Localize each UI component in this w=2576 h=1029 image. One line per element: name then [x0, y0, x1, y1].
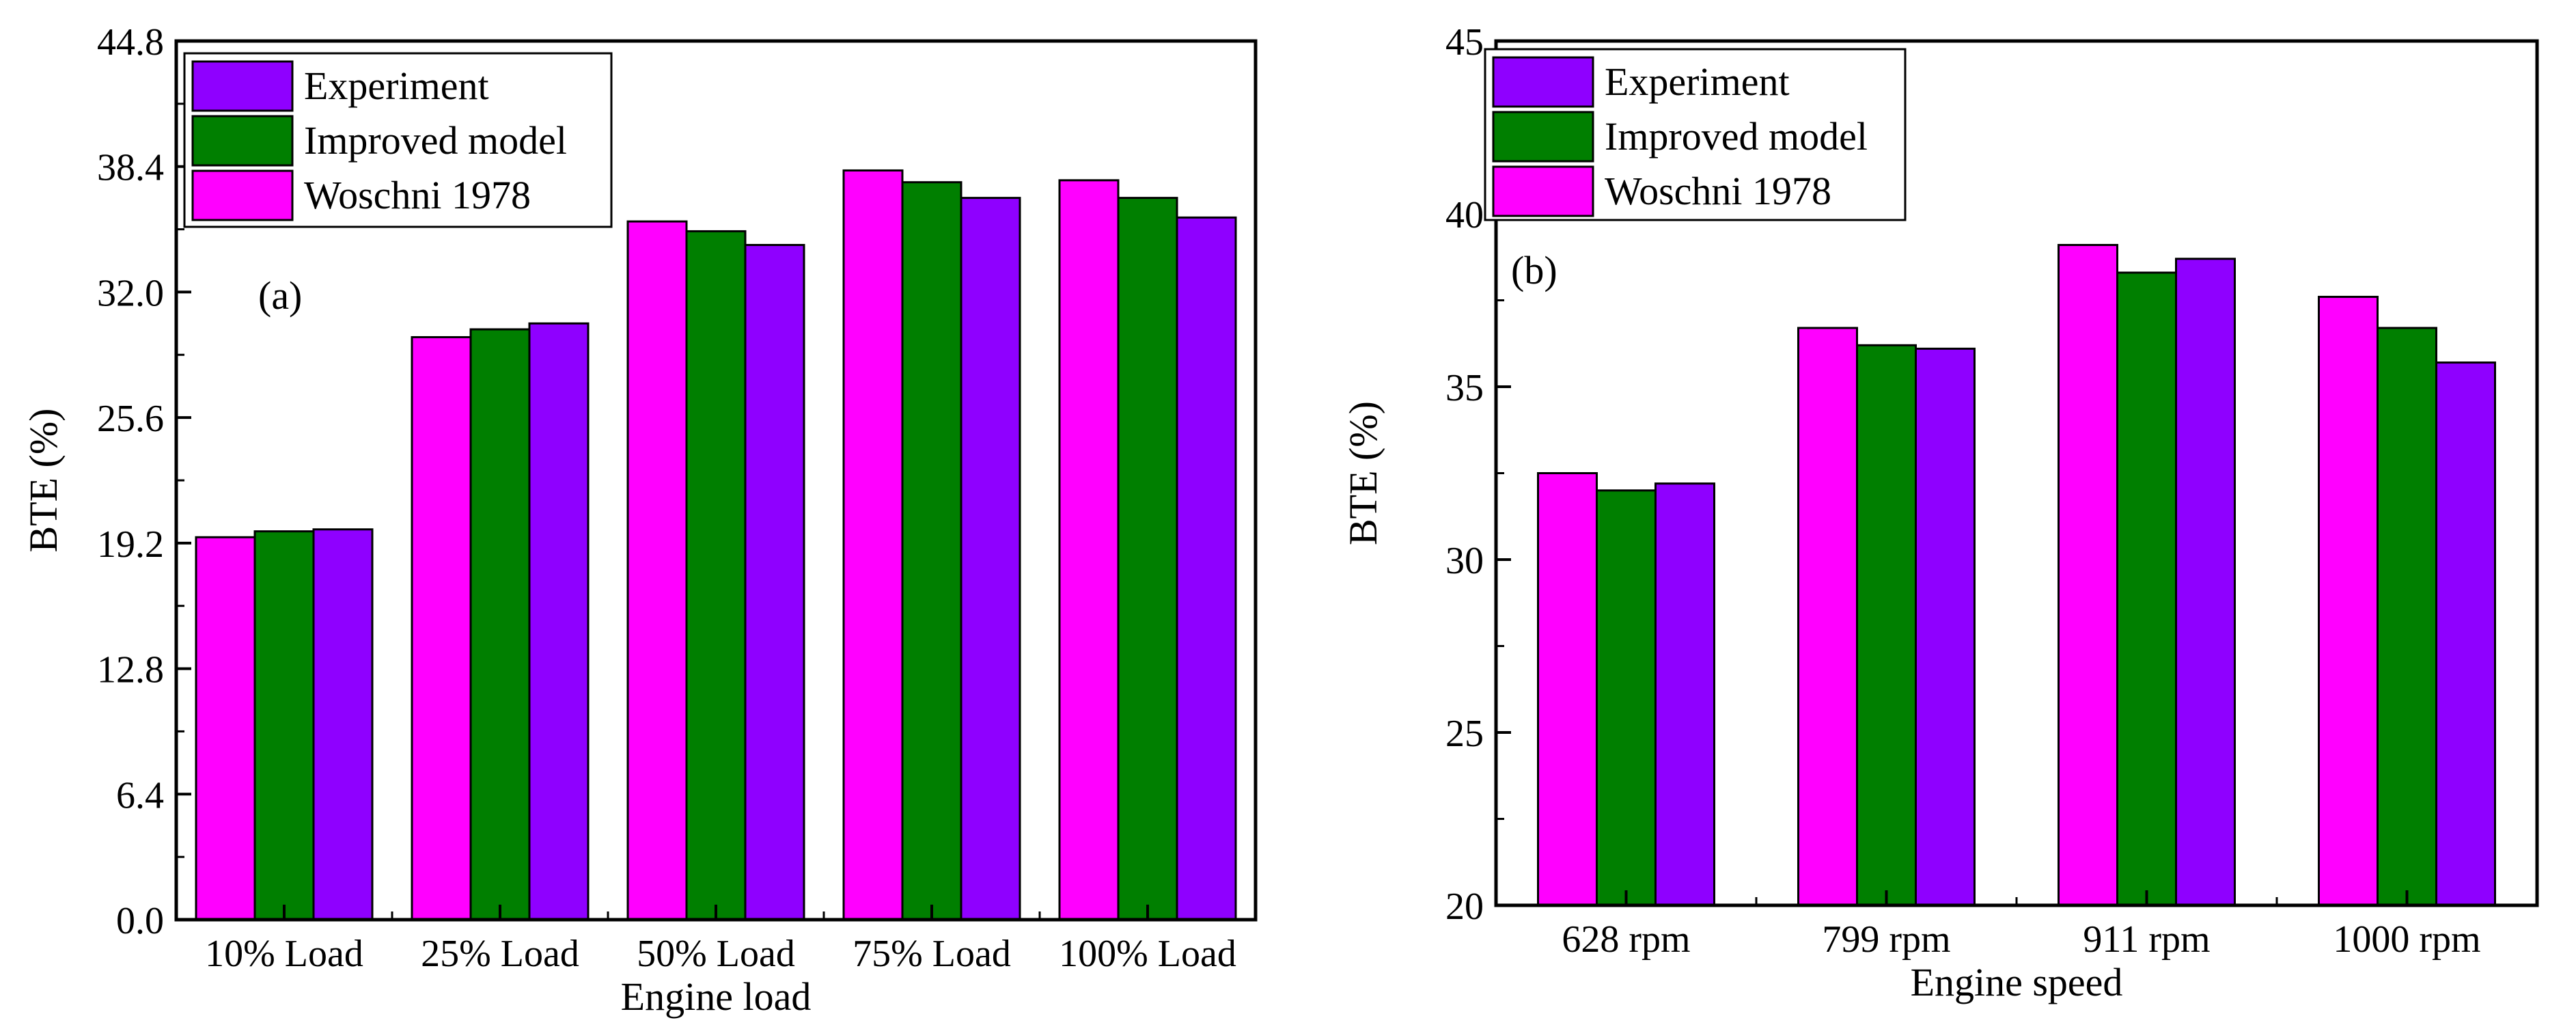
x-axis-title: Engine speed: [1911, 960, 2123, 1004]
legend-swatch: [1492, 56, 1594, 108]
y-tick-label: 12.8: [97, 649, 164, 691]
chart-panel-b: 20 25 30 35 40 45 628 rpm 799 rpm 911 rpm 1000 rp…: [1341, 21, 2539, 1004]
bar-experiment-0: [312, 528, 374, 921]
bar-experiment-0: [1654, 482, 1715, 907]
bar-improved-model-1: [1856, 344, 1917, 907]
bar-woschni-1978-0: [1537, 472, 1598, 907]
bar-improved-model-0: [1596, 489, 1657, 907]
y-tick-label: 20: [1445, 886, 1484, 928]
y-axis-title: BTE (%): [1341, 401, 1385, 545]
x-tick-label: 50% Load: [637, 933, 795, 975]
y-tick-label: 38.4: [97, 147, 164, 189]
y-tick-label: 25: [1445, 713, 1484, 755]
x-axis-title: Engine load: [621, 974, 812, 1019]
y-tick-label: 25.6: [97, 398, 164, 440]
x-tick-label: 25% Load: [421, 933, 579, 975]
bar-woschni-1978-3: [2318, 295, 2379, 907]
panel-label: (b): [1511, 248, 1557, 292]
legend-swatch: [1492, 165, 1594, 217]
bar-experiment-3: [960, 197, 1021, 921]
bar-improved-model-1: [469, 328, 531, 921]
bar-improved-model-0: [253, 530, 315, 921]
bar-improved-model-2: [685, 230, 747, 921]
panel-label: (a): [258, 273, 302, 318]
bar-woschni-1978-2: [626, 220, 688, 921]
legend-label: Experiment: [304, 64, 489, 108]
legend: Experiment Improved model Woschni 1978: [1484, 48, 1907, 221]
legend-label: Improved model: [1605, 114, 1868, 159]
y-tick-label: 19.2: [97, 523, 164, 566]
y-tick-label: 32.0: [97, 272, 164, 314]
bar-woschni-1978-1: [411, 335, 472, 921]
y-axis-title: BTE (%): [21, 409, 66, 553]
bar-improved-model-4: [1117, 197, 1178, 921]
bar-improved-model-3: [2377, 327, 2437, 907]
x-tick-label: 628 rpm: [1562, 918, 1690, 961]
bar-improved-model-2: [2116, 271, 2177, 907]
bar-woschni-1978-2: [2058, 244, 2118, 907]
legend-swatch: [191, 169, 294, 221]
bar-woschni-1978-3: [842, 169, 904, 921]
bar-improved-model-3: [901, 181, 962, 921]
bar-experiment-3: [2435, 361, 2496, 907]
legend-swatch: [1492, 111, 1594, 163]
x-tick-label: 75% Load: [853, 933, 1011, 975]
legend-label: Improved model: [304, 118, 567, 163]
bar-experiment-1: [528, 322, 590, 921]
y-tick-label: 30: [1445, 540, 1484, 582]
y-tick-label: 6.4: [116, 774, 164, 817]
legend-swatch: [191, 60, 294, 112]
y-tick-label: 44.8: [97, 21, 164, 64]
legend-label: Woschni 1978: [304, 173, 531, 217]
chart-panel-a: 0.0 6.4 12.8 19.2 25.6 32.0 38.4 44.8 10% Load 25…: [21, 21, 1258, 1019]
legend-swatch: [191, 115, 294, 167]
bar-woschni-1978-1: [1797, 327, 1858, 907]
y-tick-label: 35: [1445, 367, 1484, 409]
legend-label: Woschni 1978: [1605, 169, 1831, 213]
bar-experiment-2: [2175, 258, 2236, 907]
x-tick-label: 911 rpm: [2083, 918, 2210, 961]
bar-experiment-1: [1915, 347, 1976, 907]
x-tick-label: 1000 rpm: [2333, 918, 2480, 961]
x-tick-label: 100% Load: [1059, 933, 1236, 975]
x-tick-label: 10% Load: [205, 933, 363, 975]
legend: Experiment Improved model Woschni 1978: [183, 52, 613, 228]
bar-experiment-4: [1176, 216, 1237, 921]
legend-label: Experiment: [1605, 59, 1790, 104]
bar-experiment-2: [744, 244, 805, 921]
y-tick-label: 45: [1445, 21, 1484, 64]
y-tick-label: 40: [1445, 194, 1484, 236]
bar-woschni-1978-0: [195, 536, 256, 921]
x-tick-label: 799 rpm: [1822, 918, 1950, 961]
bar-woschni-1978-4: [1058, 179, 1120, 921]
y-tick-label: 0.0: [116, 900, 164, 942]
